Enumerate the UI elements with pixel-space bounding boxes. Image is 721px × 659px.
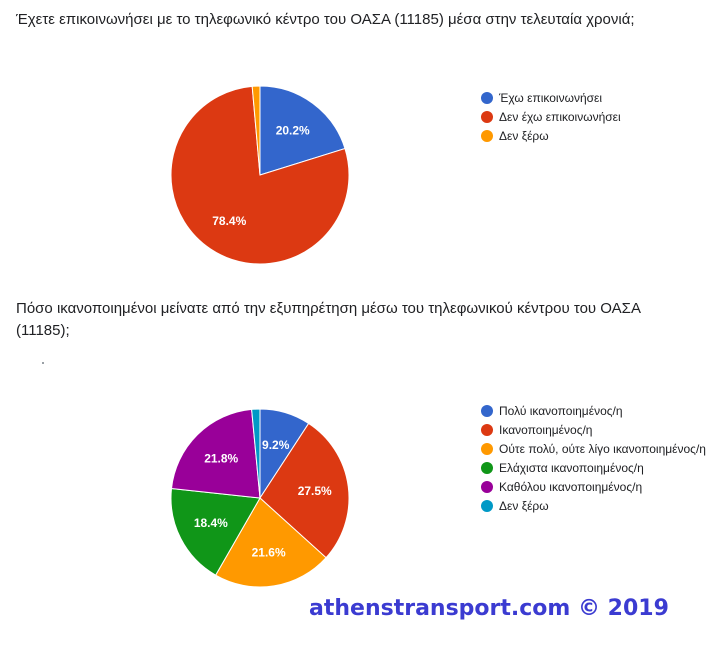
question-2-title: Πόσο ικανοποιημένοι μείνατε από την εξυπ… xyxy=(16,300,641,339)
legend-item-3: Ούτε πολύ, ούτε λίγο ικανοποιημένος/η xyxy=(481,439,706,458)
legend-label: Πολύ ικανοποιημένος/η xyxy=(499,403,623,418)
legend-item-5: Καθόλου ικανοποιημένος/η xyxy=(481,477,706,496)
legend-label: Δεν έχω επικοινωνήσει xyxy=(499,109,621,124)
pie-slice-6 xyxy=(251,408,261,499)
legend-swatch xyxy=(481,442,493,455)
slice-label-1: 20.2% xyxy=(276,124,310,138)
slice-label-2: 78.4% xyxy=(212,214,246,228)
pie-slice-2 xyxy=(259,422,350,559)
legend-label: Ελάχιστα ικανοποιημένος/η xyxy=(499,460,644,475)
legend-swatch xyxy=(481,480,493,493)
slice-label-5: 21.8% xyxy=(204,452,238,466)
pie-slice-4 xyxy=(170,487,261,576)
legend-label: Ούτε πολύ, ούτε λίγο ικανοποιημένος/η xyxy=(499,441,706,456)
legend-contact: Έχω επικοινωνήσει Δεν έχω επικοινωνήσει Δε… xyxy=(481,88,621,145)
legend-item-2: Δεν έχω επικοινωνήσει xyxy=(481,107,621,126)
decorative-dot xyxy=(42,362,44,364)
legend-item-4: Ελάχιστα ικανοποιημένος/η xyxy=(481,458,706,477)
legend-satisfaction: Πολύ ικανοποιημένος/η Ικανοποιημένος/η Ούτ… xyxy=(481,401,706,515)
legend-label: Ικανοποιημένος/η xyxy=(499,422,593,437)
legend-swatch xyxy=(481,129,493,142)
legend-swatch xyxy=(481,110,493,123)
legend-item-1: Πολύ ικανοποιημένος/η xyxy=(481,401,706,420)
legend-swatch xyxy=(481,499,493,512)
legend-swatch xyxy=(481,423,493,436)
question-1-title: Έχετε επικοινωνήσει με το τηλεφωνικό κέν… xyxy=(16,11,635,28)
legend-swatch xyxy=(481,404,493,417)
pie-slice-2 xyxy=(170,85,350,265)
legend-item-1: Έχω επικοινωνήσει xyxy=(481,88,621,107)
legend-label: Καθόλου ικανοποιημένος/η xyxy=(499,479,643,494)
pie-slice-1 xyxy=(259,85,346,176)
slice-label-2: 27.5% xyxy=(298,484,332,498)
pie-chart-satisfaction: 9.2% 27.5% 21.6% 18.4% 21.8% xyxy=(170,408,350,588)
legend-label: Δεν ξέρω xyxy=(499,498,549,513)
legend-item-3: Δεν ξέρω xyxy=(481,126,621,145)
pie-chart-contact: 20.2% 78.4% xyxy=(170,85,350,265)
legend-item-2: Ικανοποιημένος/η xyxy=(481,420,706,439)
legend-label: Δεν ξέρω xyxy=(499,128,549,143)
legend-swatch xyxy=(481,91,493,104)
pie-slice-5 xyxy=(170,408,261,499)
slice-label-4: 18.4% xyxy=(194,516,228,530)
legend-item-6: Δεν ξέρω xyxy=(481,496,706,515)
legend-swatch xyxy=(481,461,493,474)
watermark-text: athenstransport.com © 2019 xyxy=(309,596,669,621)
pie-slice-3 xyxy=(214,497,327,588)
slice-label-1: 9.2% xyxy=(262,438,290,452)
pie-slice-3 xyxy=(251,85,261,176)
legend-label: Έχω επικοινωνήσει xyxy=(499,90,603,105)
slice-label-3: 21.6% xyxy=(252,546,286,560)
